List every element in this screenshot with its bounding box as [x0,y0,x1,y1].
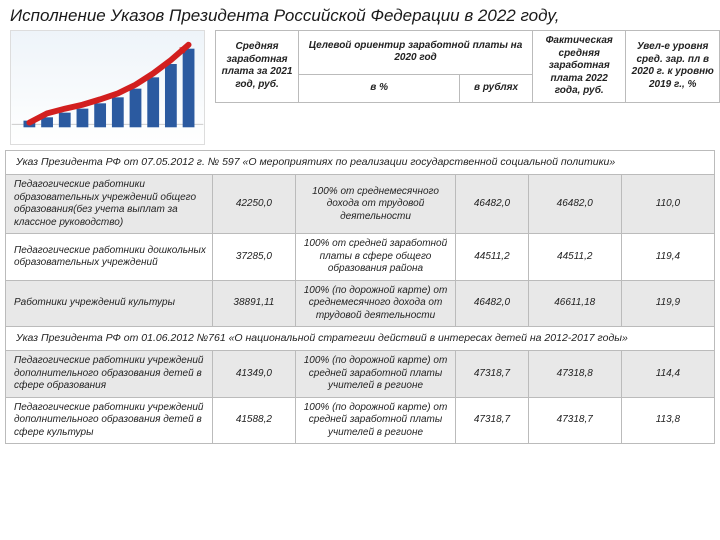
cell-target-pct: 100% от средней заработной платы в сфере… [295,234,455,281]
hdr-growth: Увел-е уровня сред. зар. пл в 2020 г. к … [626,31,720,103]
cell-fact2022: 44511,2 [528,234,621,281]
table-row: Педагогические работники учреждений допо… [6,397,715,444]
cell-target-pct: 100% (по дорожной карте) от средней зара… [295,351,455,398]
section-1: Указ Президента РФ от 07.05.2012 г. № 59… [6,151,715,175]
row-label: Педагогические работники дошкольных обра… [6,234,213,281]
cell-target-rub: 47318,7 [456,351,528,398]
table-row: Работники учреждений культуры 38891,11 1… [6,280,715,327]
table-row: Педагогические работники образовательных… [6,175,715,234]
hdr-fact2022: Фактическая средняя заработная плата 202… [532,31,626,103]
cell-fact2022: 47318,7 [528,397,621,444]
cell-fact2022: 47318,8 [528,351,621,398]
cell-fact2022: 46611,18 [528,280,621,327]
cell-target-rub: 46482,0 [456,175,528,234]
cell-growth: 113,8 [621,397,714,444]
cell-avg2021: 38891,11 [213,280,296,327]
cell-growth: 119,9 [621,280,714,327]
row-label: Педагогические работники образовательных… [6,175,213,234]
row-label: Педагогические работники учреждений допо… [6,397,213,444]
cell-target-pct: 100% от среднемесячного дохода от трудов… [295,175,455,234]
cell-growth: 110,0 [621,175,714,234]
cell-avg2021: 42250,0 [213,175,296,234]
cell-growth: 119,4 [621,234,714,281]
header-table: Средняя заработная плата за 2021 год, ру… [215,30,720,103]
main-table: Указ Президента РФ от 07.05.2012 г. № 59… [5,150,715,444]
cell-growth: 114,4 [621,351,714,398]
cell-fact2022: 46482,0 [528,175,621,234]
table-row: Педагогические работники учреждений допо… [6,351,715,398]
cell-avg2021: 37285,0 [213,234,296,281]
cell-avg2021: 41588,2 [213,397,296,444]
hdr-target-rub: в рублях [460,74,533,102]
section-1-text: Указ Президента РФ от 07.05.2012 г. № 59… [6,151,715,175]
cell-target-rub: 47318,7 [456,397,528,444]
cell-target-pct: 100% (по дорожной карте) от среднемесячн… [295,280,455,327]
table-row: Педагогические работники дошкольных обра… [6,234,715,281]
page-title: Исполнение Указов Президента Российской … [0,0,720,30]
row-label: Педагогические работники учреждений допо… [6,351,213,398]
growth-chart [10,30,205,145]
growth-chart-svg [11,31,204,144]
section-2-text: Указ Президента РФ от 01.06.2012 №761 «О… [6,327,715,351]
hdr-target: Целевой ориентир заработной платы на 202… [299,31,533,75]
row-label: Работники учреждений культуры [6,280,213,327]
cell-target-rub: 46482,0 [456,280,528,327]
cell-avg2021: 41349,0 [213,351,296,398]
cell-target-pct: 100% (по дорожной карте) от средней зара… [295,397,455,444]
hdr-avg2021: Средняя заработная плата за 2021 год, ру… [216,31,299,103]
hdr-target-pct: в % [299,74,460,102]
section-2: Указ Президента РФ от 01.06.2012 №761 «О… [6,327,715,351]
cell-target-rub: 44511,2 [456,234,528,281]
